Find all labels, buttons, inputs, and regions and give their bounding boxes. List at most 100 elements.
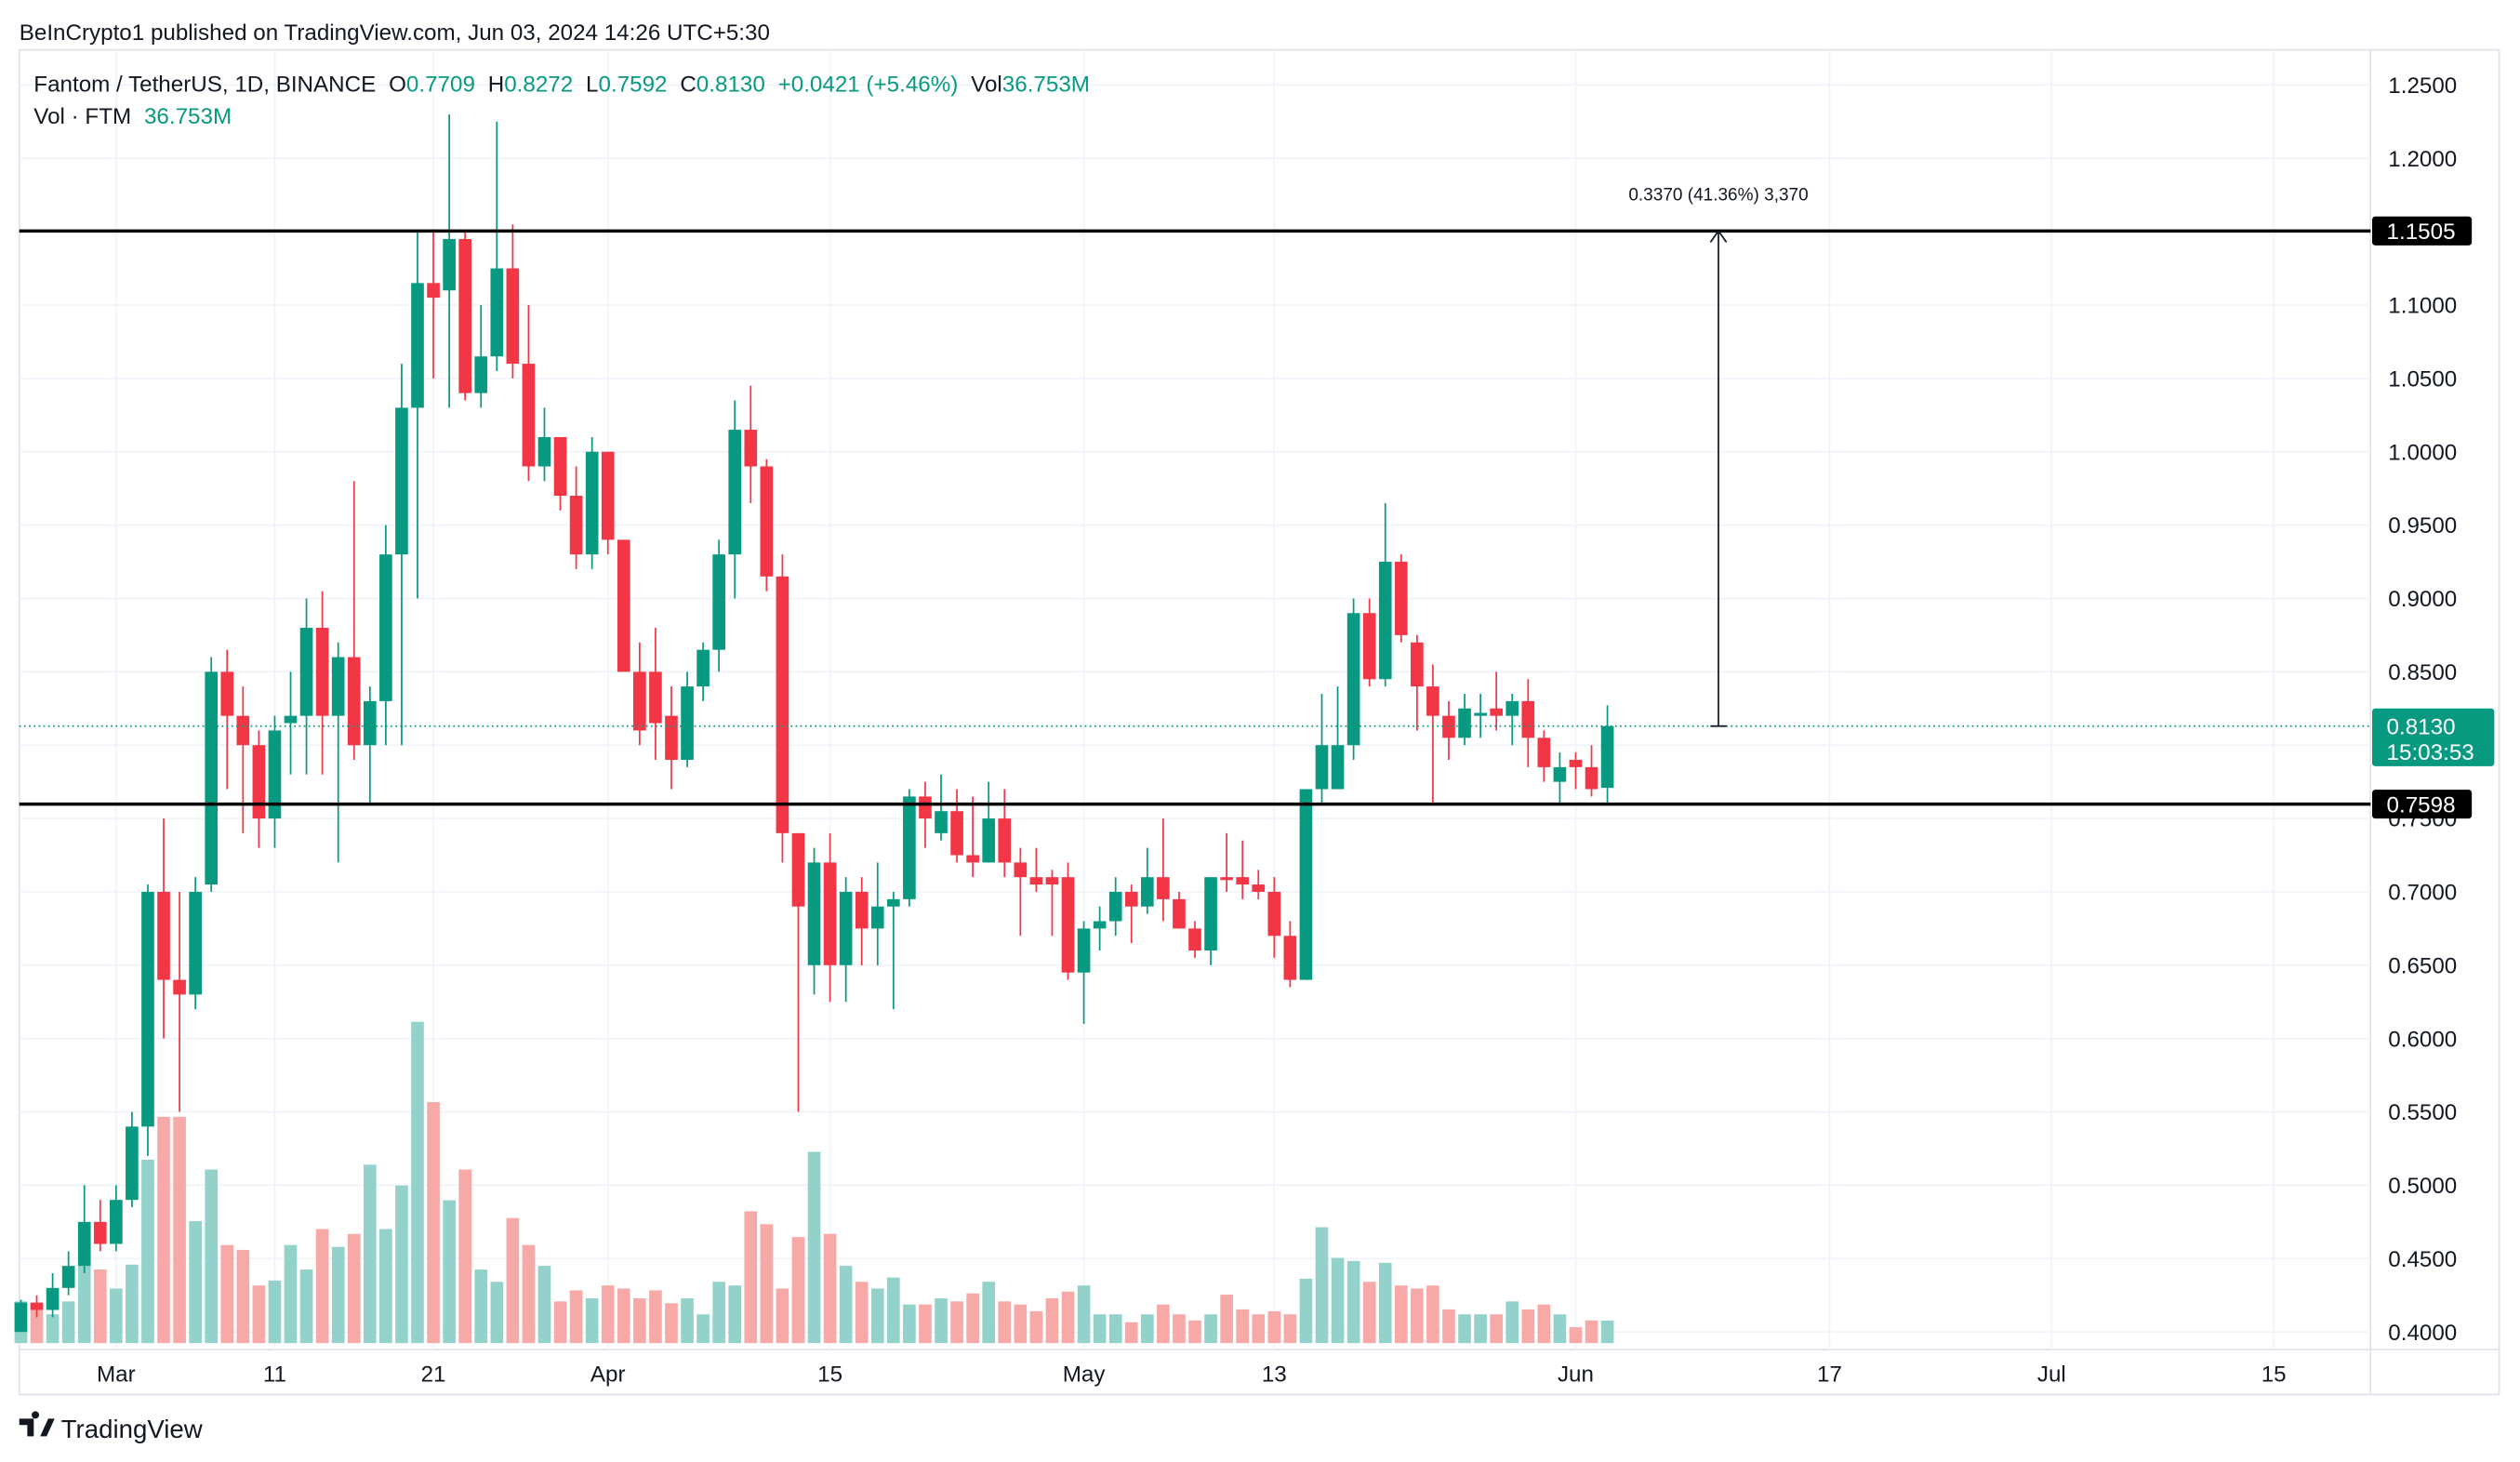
volume-bar (379, 1229, 392, 1344)
y-tick-label: 0.8500 (2388, 660, 2457, 685)
volume-bar (126, 1264, 139, 1344)
volume-bar (1426, 1285, 1439, 1344)
volume-bar (569, 1290, 583, 1344)
volume-bar (1458, 1314, 1471, 1344)
measure-label: 0.3370 (41.36%) 3,370 (1628, 186, 1808, 206)
volume-bar (712, 1282, 725, 1344)
y-tick-label: 0.9500 (2388, 513, 2457, 538)
volume-bar (1585, 1320, 1598, 1344)
candle-body (46, 1287, 60, 1310)
volume-bar (490, 1282, 504, 1344)
volume-bar (93, 1269, 107, 1344)
level-label: 1.1505 (2387, 219, 2456, 245)
volume-bar (1442, 1309, 1455, 1344)
volume-bar (1299, 1278, 1313, 1344)
volume-bar (807, 1151, 821, 1344)
candle-body (1331, 745, 1345, 790)
volume-bar (474, 1269, 488, 1344)
candle-body (1157, 877, 1170, 899)
candle-body (1411, 642, 1424, 687)
candle-body (1220, 877, 1233, 881)
level-label: 0.7598 (2387, 792, 2456, 817)
candle-body (379, 554, 392, 701)
y-tick-label: 1.0000 (2388, 440, 2457, 465)
candle-body (1505, 700, 1519, 716)
candle-body (522, 364, 536, 467)
volume-bar (1411, 1288, 1424, 1344)
candle-body (1378, 562, 1392, 680)
volume-bar (1220, 1295, 1233, 1344)
volume-bar (1600, 1320, 1614, 1344)
open-label: O (389, 72, 406, 97)
candle-body (537, 436, 551, 467)
candle-body (1569, 759, 1583, 767)
candle-body (601, 451, 615, 540)
volume-bar (1157, 1304, 1170, 1344)
y-tick-label: 0.6000 (2388, 1027, 2457, 1052)
volume-bar (839, 1266, 853, 1344)
volume-bar (1061, 1291, 1075, 1344)
candle-body (585, 451, 599, 555)
volume-bar (855, 1282, 869, 1344)
volume-bar (1394, 1285, 1408, 1344)
volume-bar (1283, 1314, 1297, 1344)
candle-body (1029, 877, 1043, 885)
candle-body (1299, 789, 1313, 980)
candle-body (1173, 898, 1186, 929)
volume-bar (506, 1217, 520, 1344)
candle-body (331, 657, 345, 716)
candle-body (1252, 884, 1266, 892)
volume-bar (1077, 1285, 1091, 1344)
candle-body (1014, 862, 1028, 878)
candle-body (284, 715, 298, 724)
volume-bar (1188, 1320, 1201, 1344)
measure-arrow (1709, 229, 1728, 243)
candle-body (1458, 708, 1471, 738)
volume-bar (284, 1244, 298, 1344)
y-tick-label: 0.4500 (2388, 1247, 2457, 1272)
candle-body (887, 898, 900, 907)
volume-bar (1045, 1298, 1059, 1344)
candle-body (363, 700, 377, 746)
volume-bar (299, 1269, 313, 1344)
volume-bar (1108, 1314, 1122, 1344)
candle-body (855, 891, 869, 929)
candle-body (903, 796, 916, 899)
candle-body (617, 539, 630, 672)
volume-bar (1553, 1314, 1567, 1344)
candle-body (633, 671, 646, 731)
volume-bar (1474, 1314, 1487, 1344)
candle-body (252, 745, 266, 819)
candle-body (569, 496, 583, 555)
volume-bar (268, 1280, 282, 1344)
volume-bar (903, 1304, 916, 1344)
header: BeInCrypto1 published on TradingView.com… (20, 20, 770, 46)
volume-bar (77, 1266, 91, 1344)
y-tick-label: 0.7000 (2388, 881, 2457, 906)
candle-body (807, 862, 821, 965)
candle-body (93, 1221, 107, 1244)
volume-bar (1315, 1227, 1329, 1344)
candle-body (458, 239, 472, 393)
candle-body (141, 891, 154, 1127)
volume-bar (395, 1185, 408, 1344)
close: 0.8130 (696, 72, 765, 97)
candle-body (760, 466, 774, 577)
candle-body (1124, 891, 1138, 907)
volume-bar (982, 1282, 996, 1344)
volume-bar (728, 1285, 742, 1344)
candle-body (189, 891, 202, 995)
candle-body (681, 686, 694, 760)
volume-label: Vol · FTM (33, 104, 131, 129)
candle-body (1537, 738, 1551, 767)
candle-body (1394, 562, 1408, 635)
volume-bar (998, 1301, 1012, 1344)
candle-body (744, 430, 758, 467)
candle-body (268, 730, 282, 819)
volume-bar (157, 1116, 170, 1344)
volume-bar (1140, 1314, 1154, 1344)
candle-body (950, 811, 963, 856)
x-tick-label: Mar (97, 1362, 136, 1388)
y-tick-label: 0.5000 (2388, 1174, 2457, 1199)
